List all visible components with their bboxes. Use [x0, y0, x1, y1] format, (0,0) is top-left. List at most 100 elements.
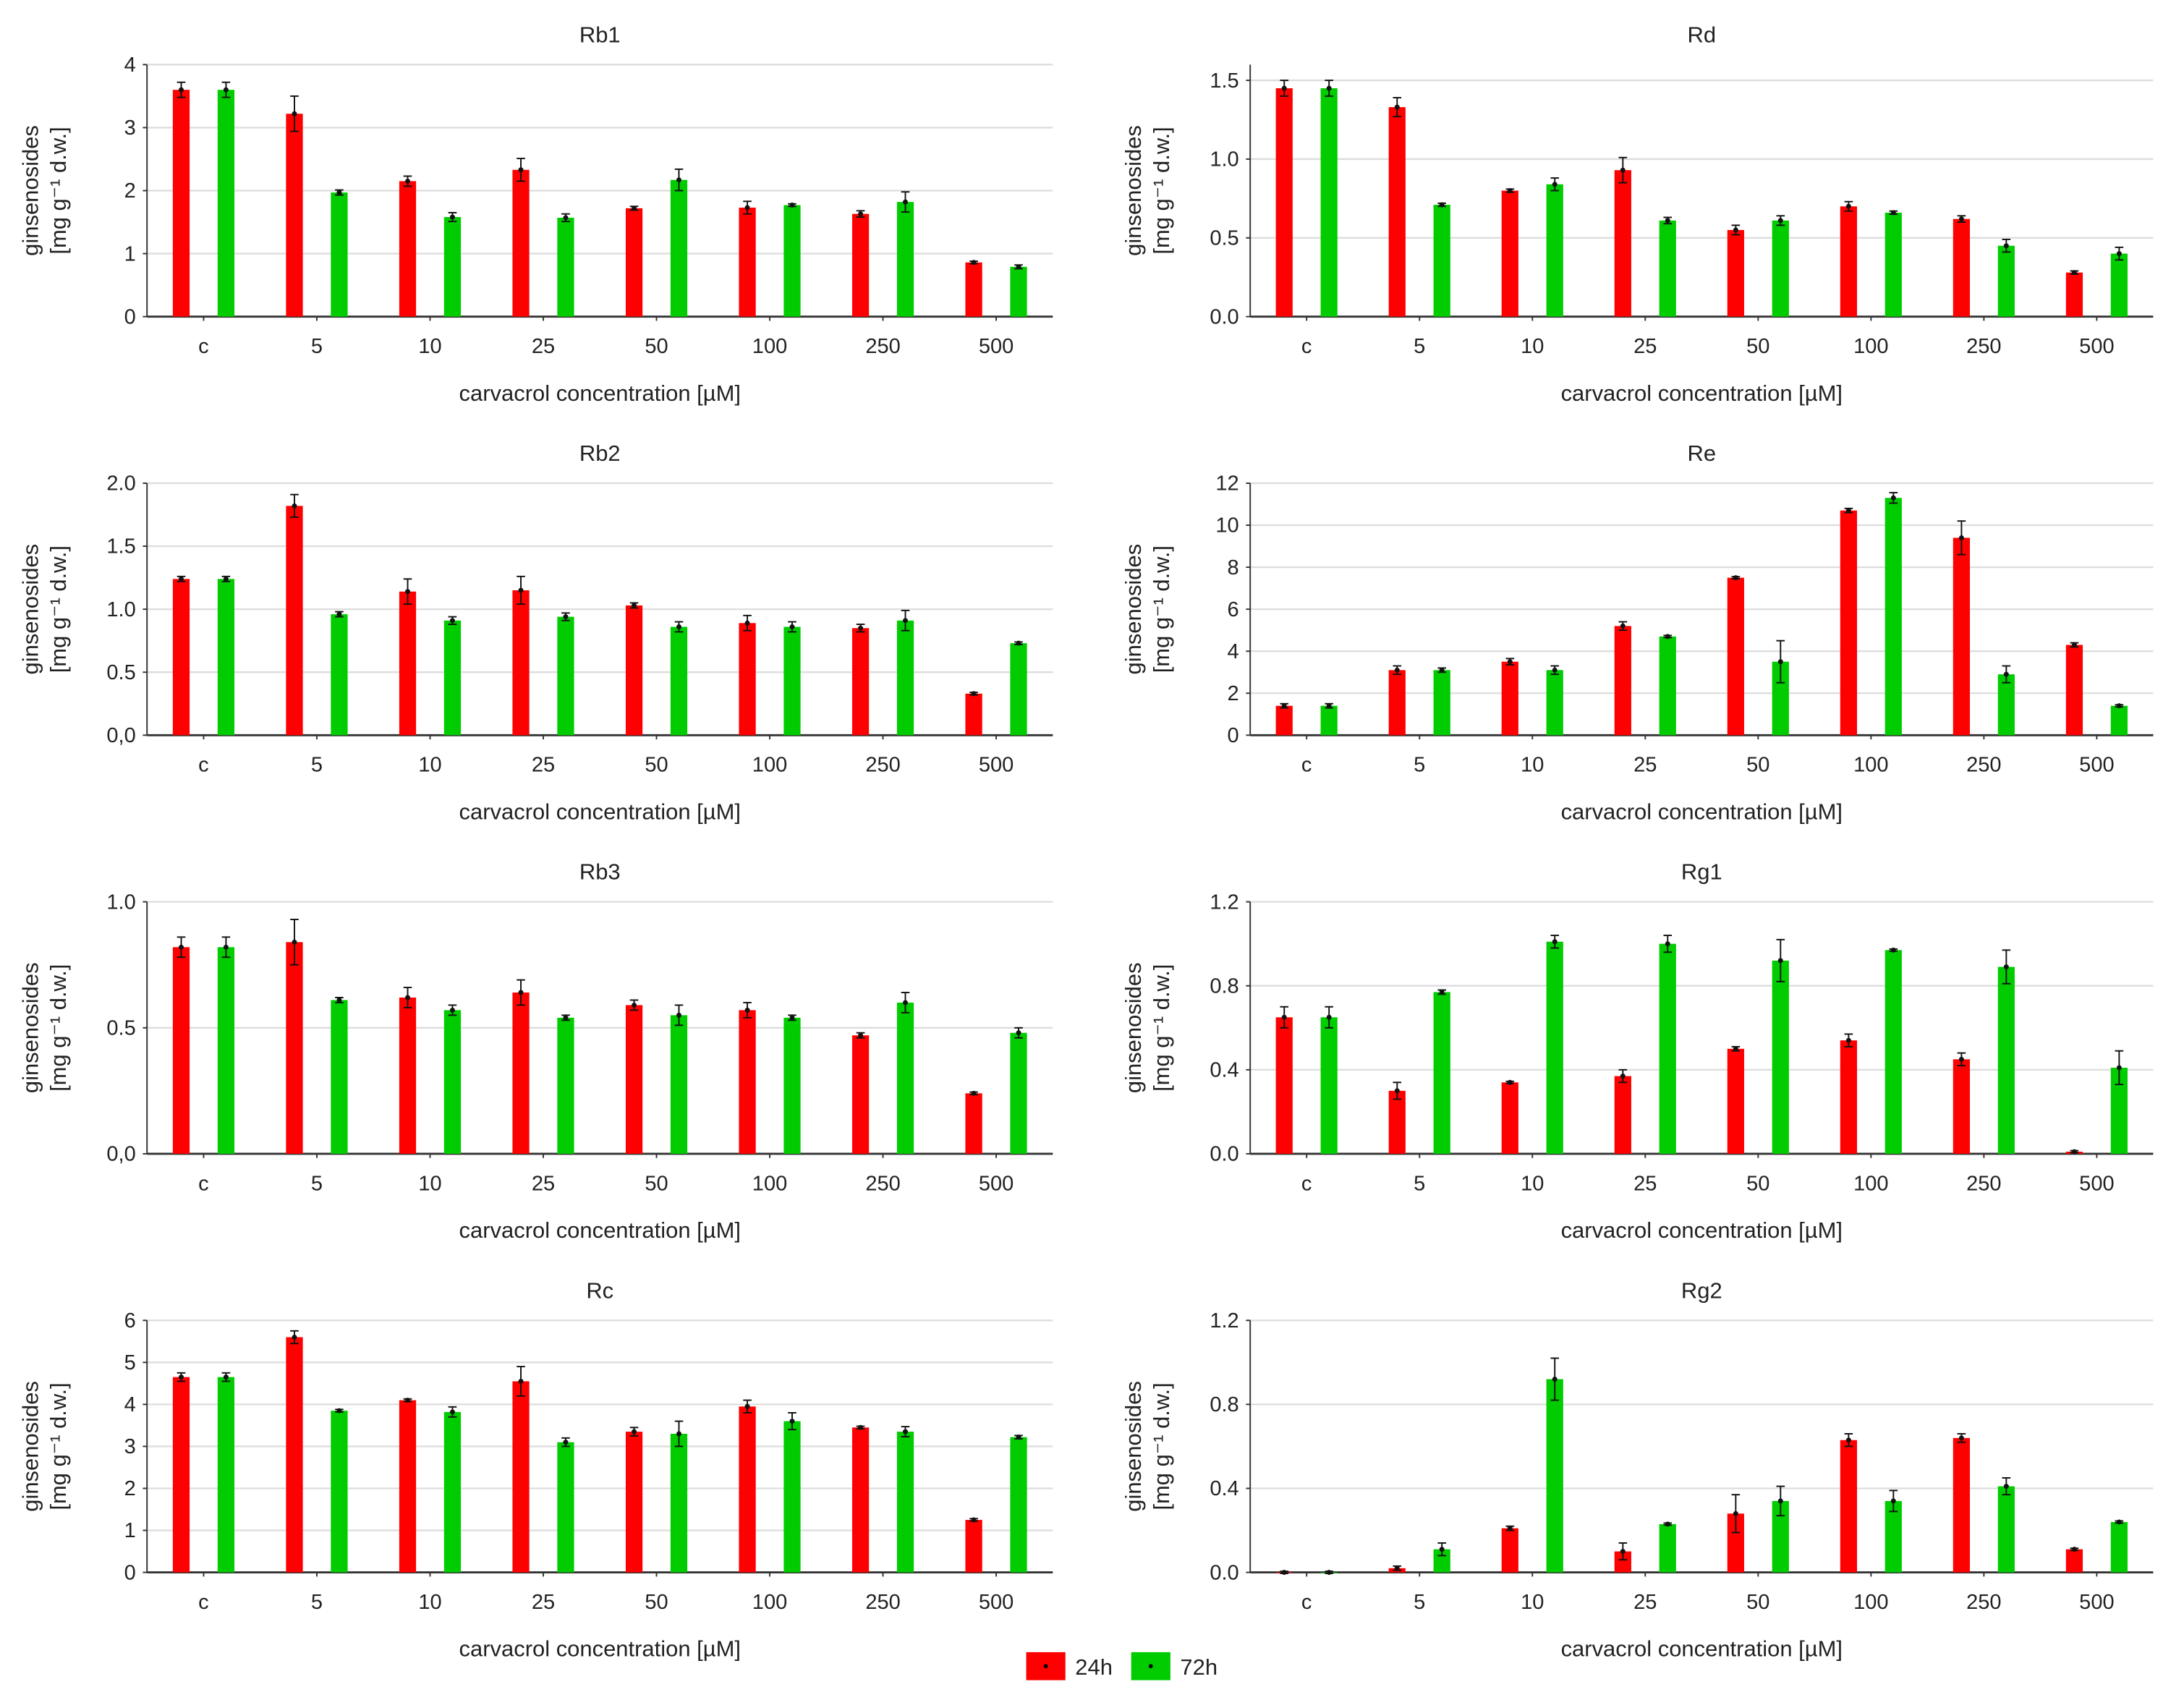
- bar-24h-25: [1614, 1551, 1631, 1573]
- x-tick-label: 500: [2079, 335, 2114, 358]
- bar-24h-500: [965, 1520, 982, 1573]
- x-axis-label: carvacrol concentration [µM]: [459, 799, 741, 824]
- bar-24h-10: [399, 181, 417, 317]
- mean-marker: [405, 1398, 411, 1403]
- y-axis-label: ginsenosides: [17, 125, 43, 256]
- bar-72h-250: [1997, 674, 2015, 736]
- x-tick-label: 50: [645, 1172, 668, 1195]
- x-tick-label: c: [1301, 754, 1312, 777]
- x-tick-label: 50: [1746, 1591, 1769, 1614]
- bar-72h-250: [1997, 1486, 2015, 1573]
- bar-72h-c: [217, 947, 235, 1154]
- mean-marker: [1845, 1037, 1851, 1043]
- x-tick-label: 25: [1633, 754, 1657, 777]
- mean-marker: [1845, 1437, 1851, 1443]
- bar-24h-25: [512, 993, 530, 1154]
- x-axis-label: carvacrol concentration [µM]: [1561, 381, 1843, 406]
- y-tick-label: 1: [124, 242, 136, 265]
- bar-72h-500: [2110, 253, 2128, 317]
- bar-24h-c: [172, 947, 190, 1154]
- mean-marker: [1439, 667, 1445, 673]
- x-axis-label: carvacrol concentration [µM]: [1561, 1217, 1843, 1243]
- panel-title: Rd: [1688, 22, 1717, 47]
- x-tick-label: 250: [865, 1172, 900, 1195]
- y-tick-label: 8: [1228, 556, 1239, 579]
- x-tick-label: 5: [311, 1591, 323, 1614]
- x-tick-label: 250: [1966, 1172, 2001, 1195]
- bar-72h-500: [1010, 1437, 1027, 1573]
- x-tick-label: 100: [752, 754, 787, 777]
- mean-marker: [1326, 703, 1332, 709]
- bar-24h-250: [1953, 537, 1971, 736]
- legend-marker-72h: [1148, 1664, 1153, 1669]
- mean-marker: [518, 167, 524, 173]
- bar-24h-25: [512, 590, 530, 736]
- mean-marker: [179, 576, 184, 582]
- x-tick-label: c: [198, 754, 209, 777]
- mean-marker: [744, 205, 750, 211]
- bar-72h-50: [670, 179, 688, 317]
- x-tick-label: 5: [311, 754, 323, 777]
- bar-24h-500: [2065, 645, 2083, 736]
- bar-72h-250: [896, 1002, 914, 1154]
- bar-24h-50: [625, 1005, 643, 1154]
- y-tick-label: 3: [124, 1435, 136, 1458]
- y-tick-label: 6: [124, 1309, 136, 1333]
- bar-24h-25: [1614, 626, 1631, 736]
- mean-marker: [405, 995, 411, 1000]
- mean-marker: [223, 87, 229, 93]
- bar-24h-100: [739, 623, 756, 736]
- bar-24h-c: [172, 90, 190, 317]
- y-tick-label: 0.4: [1210, 1059, 1238, 1082]
- mean-marker: [903, 1429, 908, 1435]
- x-tick-label: 250: [1966, 1591, 2001, 1614]
- bar-24h-c: [172, 1377, 190, 1573]
- bar-24h-5: [1388, 670, 1406, 736]
- mean-marker: [632, 603, 637, 608]
- mean-marker: [903, 618, 908, 624]
- mean-marker: [1777, 218, 1783, 224]
- mean-marker: [971, 1517, 977, 1523]
- x-axis-label: carvacrol concentration [µM]: [459, 1636, 741, 1662]
- bar-24h-50: [625, 208, 643, 317]
- mean-marker: [1394, 667, 1400, 673]
- mean-marker: [1620, 167, 1626, 173]
- bar-72h-10: [1546, 1379, 1563, 1573]
- bar-72h-100: [783, 205, 801, 317]
- x-tick-label: 50: [645, 754, 668, 777]
- mean-marker: [292, 939, 297, 945]
- x-tick-label: 50: [1746, 335, 1769, 358]
- bar-24h-25: [512, 1381, 530, 1573]
- bar-72h-c: [217, 579, 235, 736]
- mean-marker: [1326, 85, 1332, 91]
- y-axis-label: ginsenosides: [1121, 962, 1146, 1093]
- y-tick-label: 3: [124, 116, 136, 140]
- y-tick-label: 0: [124, 1561, 136, 1584]
- y-tick-label: 5: [124, 1351, 136, 1374]
- bar-24h-50: [1727, 577, 1744, 736]
- bar-72h-100: [1885, 212, 1902, 317]
- x-tick-label: 25: [532, 1591, 555, 1614]
- bar-72h-25: [1659, 636, 1676, 736]
- bar-72h-25: [557, 616, 574, 736]
- mean-marker: [2003, 964, 2009, 970]
- mean-marker: [1439, 1547, 1445, 1552]
- mean-marker: [1777, 1498, 1783, 1504]
- mean-marker: [1281, 1570, 1287, 1576]
- mean-marker: [1016, 1435, 1021, 1440]
- mean-marker: [1777, 659, 1783, 665]
- mean-marker: [563, 215, 569, 221]
- bar-72h-250: [896, 202, 914, 317]
- y-tick-label: 1.5: [106, 535, 135, 558]
- bar-72h-5: [1433, 205, 1450, 317]
- mean-marker: [1733, 1046, 1738, 1052]
- panel-rb2: Rb2 0,0 0.5 1.0 1.5 2.0 c 5 10 25 50 100 250 500 carva…: [17, 441, 1053, 824]
- mean-marker: [903, 199, 908, 205]
- bar-72h-10: [1546, 941, 1563, 1154]
- x-tick-label: c: [198, 1172, 209, 1195]
- y-axis-label: ginsenosides: [1121, 125, 1146, 256]
- x-tick-label: 50: [645, 1591, 668, 1614]
- mean-marker: [744, 1007, 750, 1013]
- bar-72h-250: [1997, 966, 2015, 1154]
